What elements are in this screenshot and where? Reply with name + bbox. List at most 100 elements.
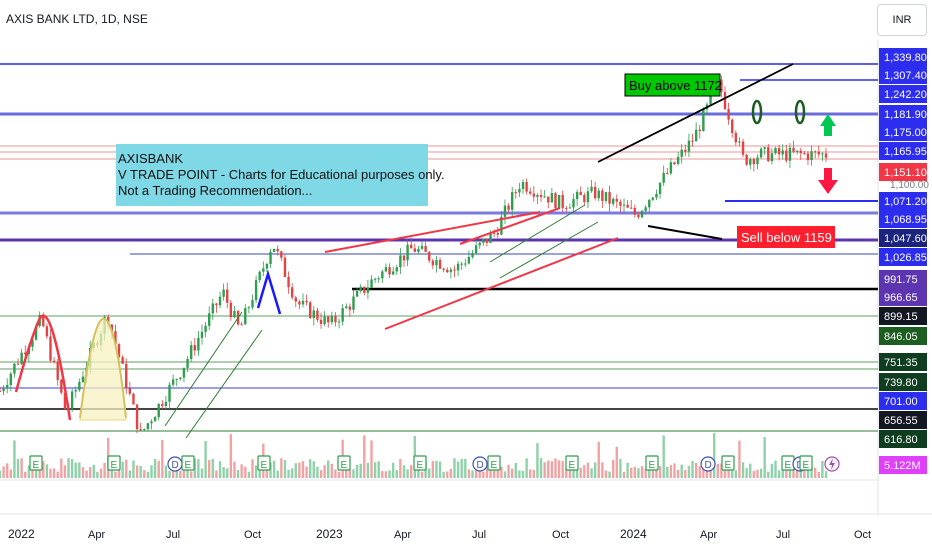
- candle-body: [229, 302, 233, 318]
- volume-bar: [712, 433, 716, 478]
- candle-body: [139, 429, 142, 431]
- candle-body: [70, 391, 74, 409]
- volume-bar: [146, 471, 150, 478]
- candle-body: [539, 194, 543, 198]
- volume-bar: [208, 460, 211, 478]
- volume-bar: [265, 467, 269, 478]
- price-label-box: [879, 270, 927, 288]
- candle-body: [45, 326, 49, 337]
- x-tick-label: Apr: [88, 529, 105, 541]
- volume-bar: [666, 466, 669, 478]
- note-box: [116, 144, 428, 206]
- volume-bar: [572, 468, 575, 478]
- candle-body: [16, 363, 20, 365]
- candle-body: [503, 205, 507, 217]
- candle-body: [171, 379, 175, 385]
- price-label-box: [879, 411, 927, 429]
- volume-bar: [211, 458, 215, 478]
- volume-bar: [550, 461, 554, 478]
- volume-bar: [388, 470, 391, 478]
- earnings-marker-glyph: E: [185, 460, 192, 471]
- candle-body: [150, 421, 153, 424]
- volume-bar: [601, 462, 604, 478]
- volume-bar: [640, 466, 644, 478]
- candle-body: [648, 199, 651, 208]
- earnings-marker-icon: [337, 455, 351, 471]
- volume-bar: [709, 466, 712, 478]
- volume-bar: [467, 469, 471, 478]
- volume-bar: [464, 458, 467, 478]
- volume-bar: [200, 468, 204, 478]
- candle-body: [363, 286, 366, 293]
- volume-bar: [521, 470, 525, 478]
- dividend-marker-glyph: D: [705, 460, 712, 471]
- up-arrow-icon: [820, 114, 836, 126]
- candle-body: [168, 384, 171, 402]
- volume-bar: [16, 458, 20, 478]
- volume-bar: [687, 466, 691, 478]
- candle-body: [510, 192, 514, 210]
- dividend-marker-glyph: D: [172, 460, 179, 471]
- currency-button[interactable]: INR: [877, 4, 927, 36]
- candle-body: [208, 313, 211, 326]
- volume-bar: [373, 462, 377, 478]
- down-arrow-icon: [824, 168, 832, 180]
- volume-bar: [197, 459, 200, 478]
- candle-body: [153, 417, 157, 422]
- trendline: [489, 204, 586, 263]
- candle-body: [56, 361, 59, 380]
- price-label-box: [879, 85, 927, 103]
- volume-bar: [88, 467, 92, 478]
- candle-body: [409, 244, 413, 249]
- candle-body: [110, 324, 114, 332]
- candle-body: [727, 109, 730, 120]
- price-label: 1,165.95: [884, 146, 927, 158]
- price-label-box: [879, 392, 927, 410]
- candle-body: [788, 147, 792, 161]
- candle-body: [233, 311, 236, 318]
- volume-bar: [272, 460, 276, 478]
- volume-bar: [705, 466, 709, 478]
- candle-body: [287, 276, 290, 288]
- volume-bar: [294, 463, 297, 478]
- candle-body: [720, 79, 723, 93]
- price-label: 701.00: [884, 396, 918, 408]
- candle-body: [619, 201, 622, 206]
- volume-bar: [774, 460, 777, 478]
- candle-body: [637, 214, 640, 218]
- candle-body: [723, 92, 727, 110]
- candle-body: [420, 245, 424, 249]
- candle-body: [78, 381, 81, 390]
- candle-body: [319, 319, 323, 325]
- sell-label-box: [737, 226, 835, 248]
- volume-bar: [168, 470, 171, 478]
- volume-bar: [615, 446, 618, 478]
- candle-body: [749, 159, 752, 165]
- symbol-title: AXIS BANK LTD, 1D, NSE: [6, 12, 148, 26]
- candle-body: [615, 198, 618, 202]
- volume-bar: [114, 471, 117, 478]
- earnings-marker-glyph: E: [33, 460, 40, 471]
- volume-bar: [334, 469, 337, 478]
- candle-body: [550, 193, 554, 203]
- volume-bar: [500, 466, 503, 478]
- candle-body: [251, 300, 254, 308]
- price-label: 1,242.20: [884, 89, 927, 101]
- volume-bar: [276, 470, 279, 478]
- volume-bar: [161, 439, 164, 478]
- volume-bar: [431, 461, 435, 478]
- volume-bar: [586, 462, 590, 478]
- volume-bar: [471, 470, 474, 478]
- candle-body: [586, 191, 590, 203]
- volume-bar: [763, 437, 766, 478]
- trendline: [499, 221, 599, 279]
- price-label-box: [879, 307, 927, 325]
- candle-body: [464, 263, 467, 265]
- price-label: 616.80: [884, 434, 918, 446]
- down-arrow-icon: [818, 180, 838, 194]
- volume-bar: [13, 440, 16, 478]
- trendline: [384, 237, 619, 330]
- candle-body: [435, 259, 438, 266]
